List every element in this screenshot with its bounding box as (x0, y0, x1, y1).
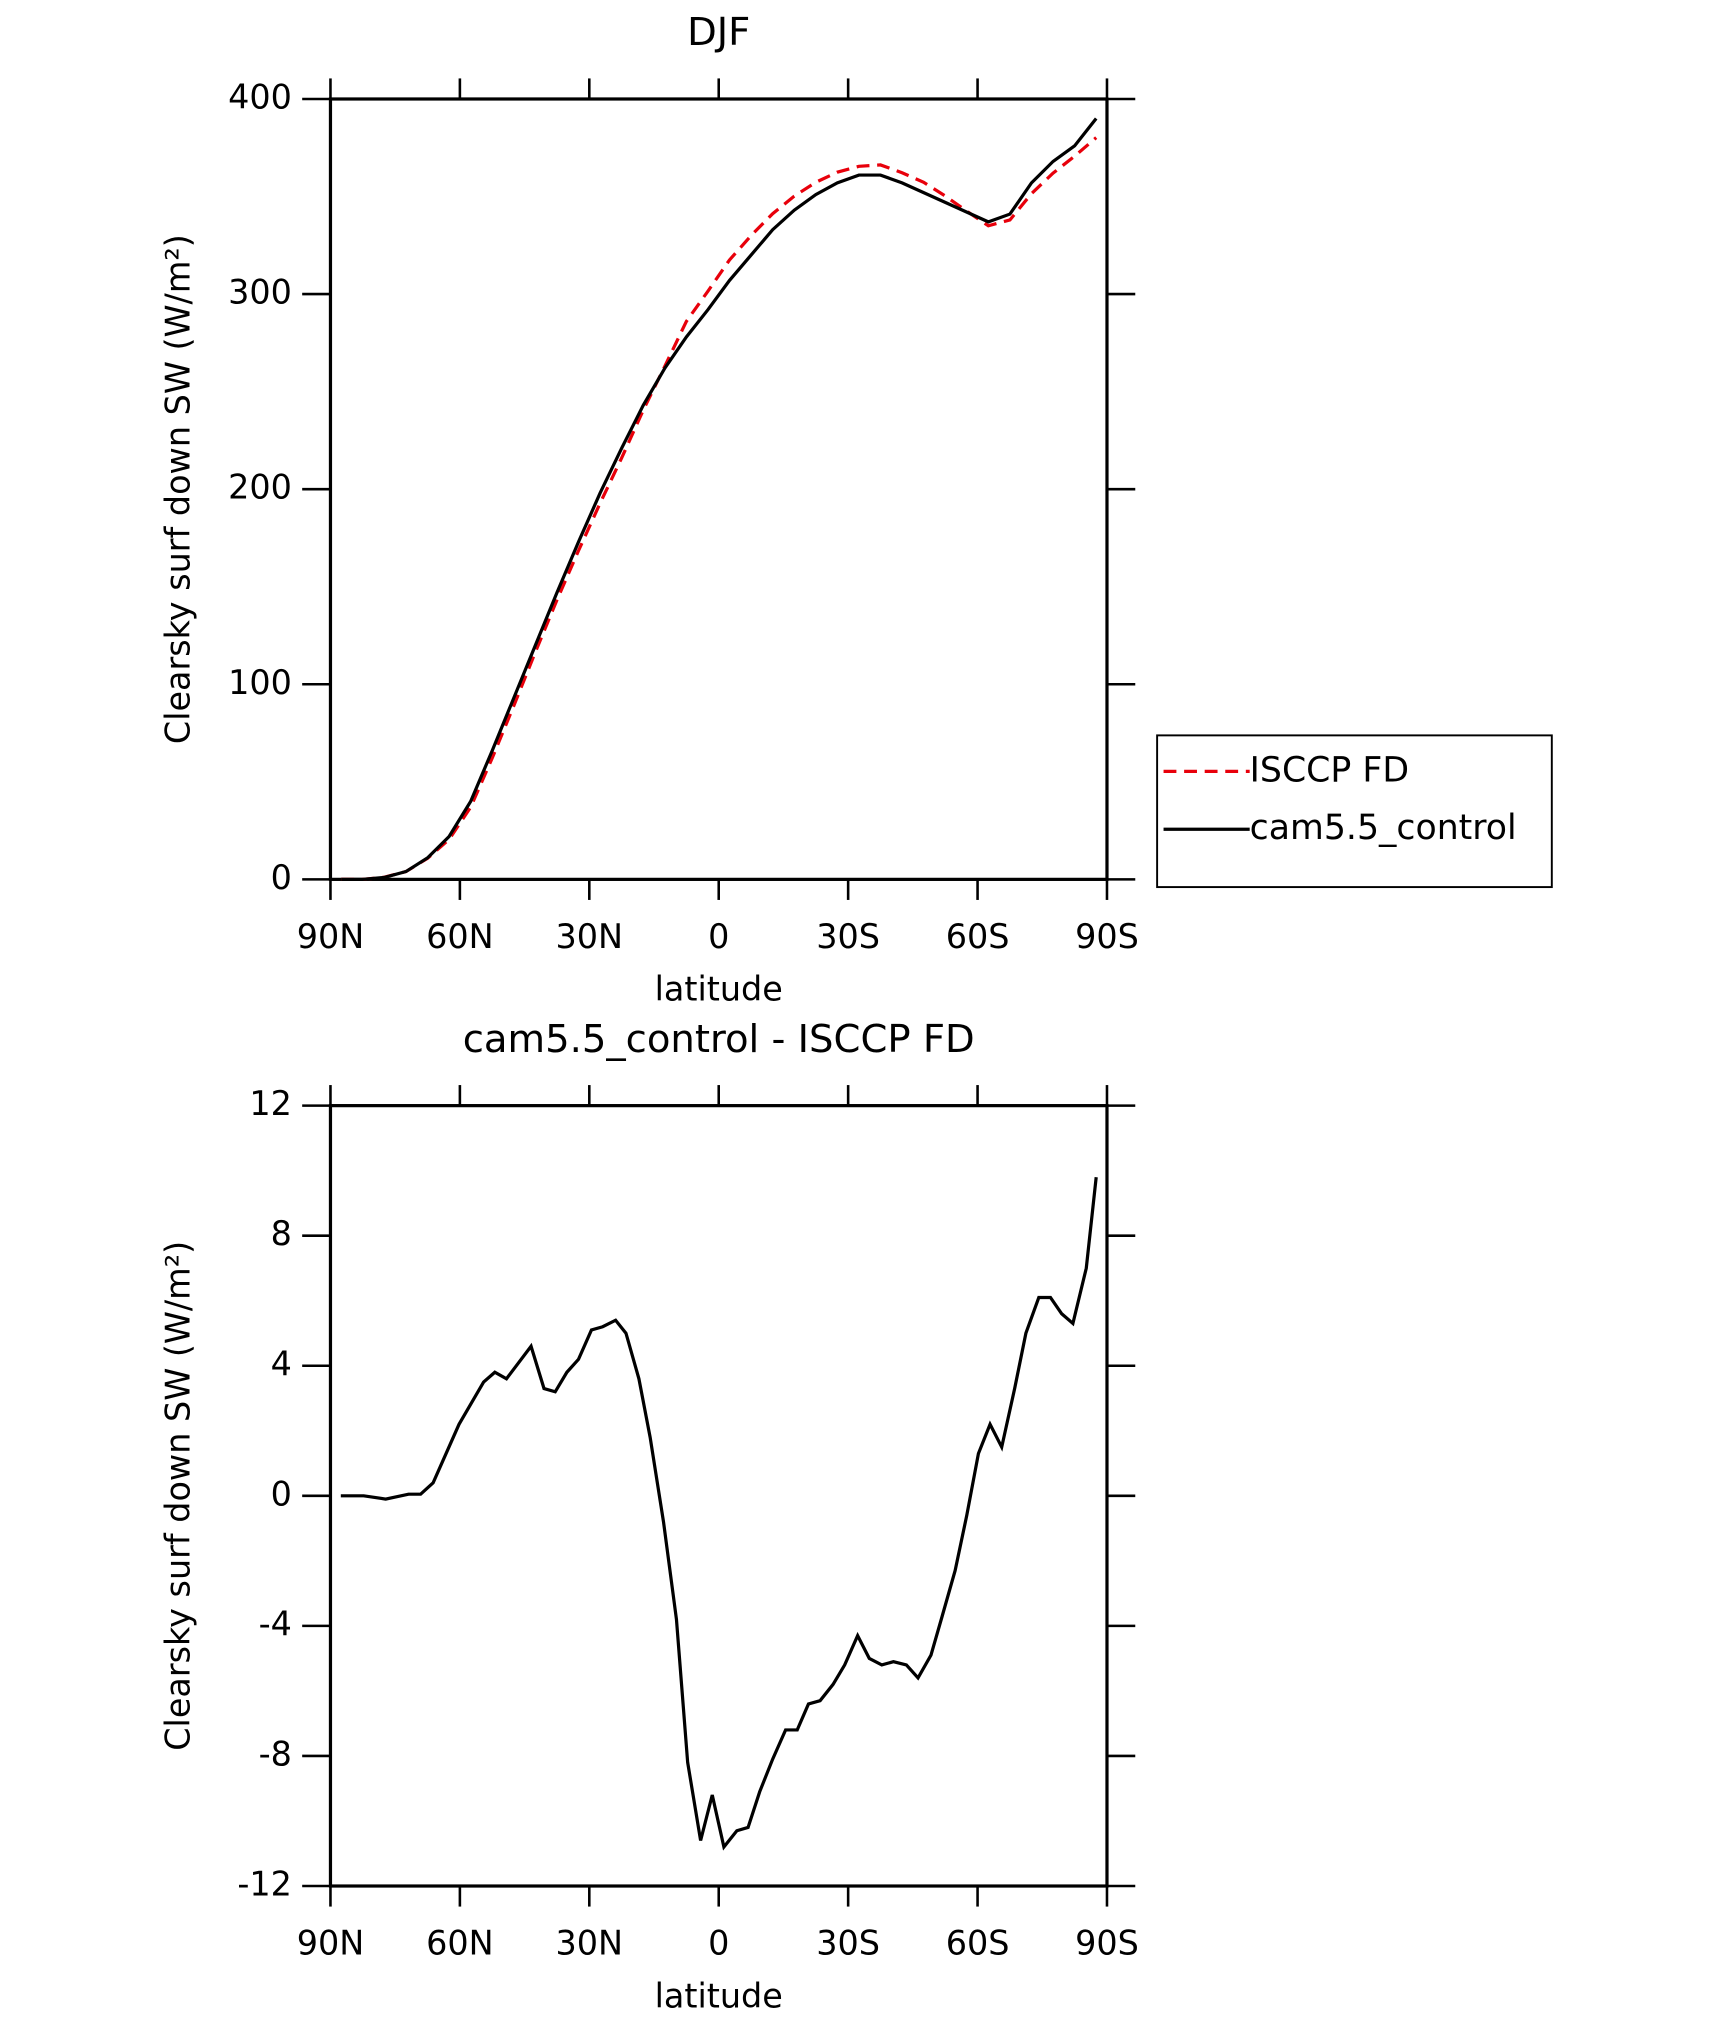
chart-title: DJF (687, 10, 750, 55)
legend-label: cam5.5_control (1250, 808, 1517, 848)
x-tick-label: 0 (708, 1924, 729, 1963)
data-line (341, 136, 1098, 881)
x-tick-label: 30N (556, 917, 624, 956)
x-tick-label: 90N (297, 917, 365, 956)
y-tick-label: 12 (249, 1084, 292, 1123)
legend-label: ISCCP FD (1250, 750, 1409, 790)
x-axis-label: latitude (655, 970, 783, 1009)
legend-box (1156, 734, 1553, 889)
x-tick-label: 90S (1075, 917, 1139, 956)
x-tick-label: 60S (946, 917, 1010, 956)
y-tick-label: 8 (271, 1214, 292, 1253)
x-axis-label: latitude (655, 1976, 783, 2015)
x-tick-label: 30S (816, 1924, 880, 1963)
y-tick-label: -8 (259, 1734, 292, 1773)
y-tick-label: 400 (228, 77, 292, 116)
data-line (340, 1176, 1098, 1851)
x-tick-label: 90S (1075, 1924, 1139, 1963)
x-tick-label: 60S (946, 1924, 1010, 1963)
x-tick-label: 30N (556, 1924, 624, 1963)
plot-frame (328, 1104, 1109, 1888)
y-tick-label: 100 (228, 663, 292, 702)
y-tick-label: -12 (237, 1865, 292, 1904)
y-axis-label: Clearsky surf down SW (W/m²) (159, 234, 198, 744)
y-axis-label: Clearsky surf down SW (W/m²) (159, 1241, 198, 1751)
y-tick-label: 4 (271, 1344, 292, 1383)
y-tick-label: 200 (228, 468, 292, 507)
x-tick-label: 60N (426, 917, 494, 956)
y-tick-label: 0 (271, 1474, 292, 1513)
y-tick-label: -4 (259, 1604, 292, 1643)
x-tick-label: 90N (297, 1924, 365, 1963)
y-tick-label: 0 (271, 858, 292, 897)
x-tick-label: 30S (816, 917, 880, 956)
y-tick-label: 300 (228, 273, 292, 312)
data-line (341, 117, 1098, 881)
x-tick-label: 60N (426, 1924, 494, 1963)
chart-title: cam5.5_control - ISCCP FD (463, 1017, 975, 1062)
x-tick-label: 0 (708, 917, 729, 956)
plot-frame (328, 97, 1109, 881)
